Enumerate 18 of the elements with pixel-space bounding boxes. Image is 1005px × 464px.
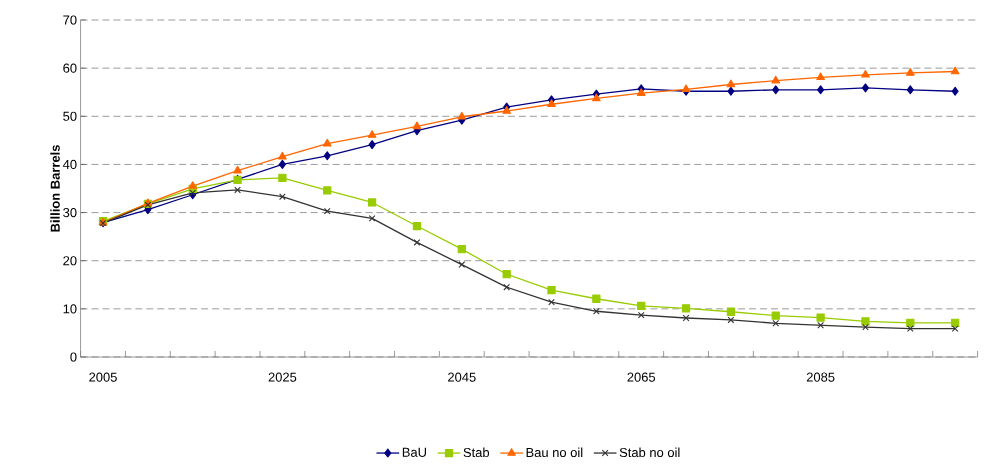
y-axis-title: Billion Barrels	[50, 145, 60, 232]
legend-label: Stab no oil	[619, 447, 680, 458]
y-tick-label: 10	[63, 304, 77, 314]
y-tick-label: 40	[62, 159, 77, 170]
legend-label: Bau no oil	[526, 447, 583, 458]
y-tick-label: 20	[63, 256, 77, 266]
y-tick-label: 70	[63, 15, 77, 25]
y-tick-label: 30	[63, 207, 77, 218]
legend-label: Stab	[463, 447, 490, 458]
x-tick-label: 2045	[448, 372, 476, 382]
x-tick-label: 2085	[806, 372, 835, 382]
x-tick-label: 2025	[268, 372, 297, 382]
x-tick-label: 2065	[627, 372, 656, 382]
y-tick-label: 0	[70, 352, 77, 362]
y-tick-label: 60	[63, 63, 77, 73]
y-tick-label: 50	[63, 111, 77, 121]
x-tick-label: 2005	[89, 372, 117, 382]
legend-label: BaU	[402, 447, 427, 457]
